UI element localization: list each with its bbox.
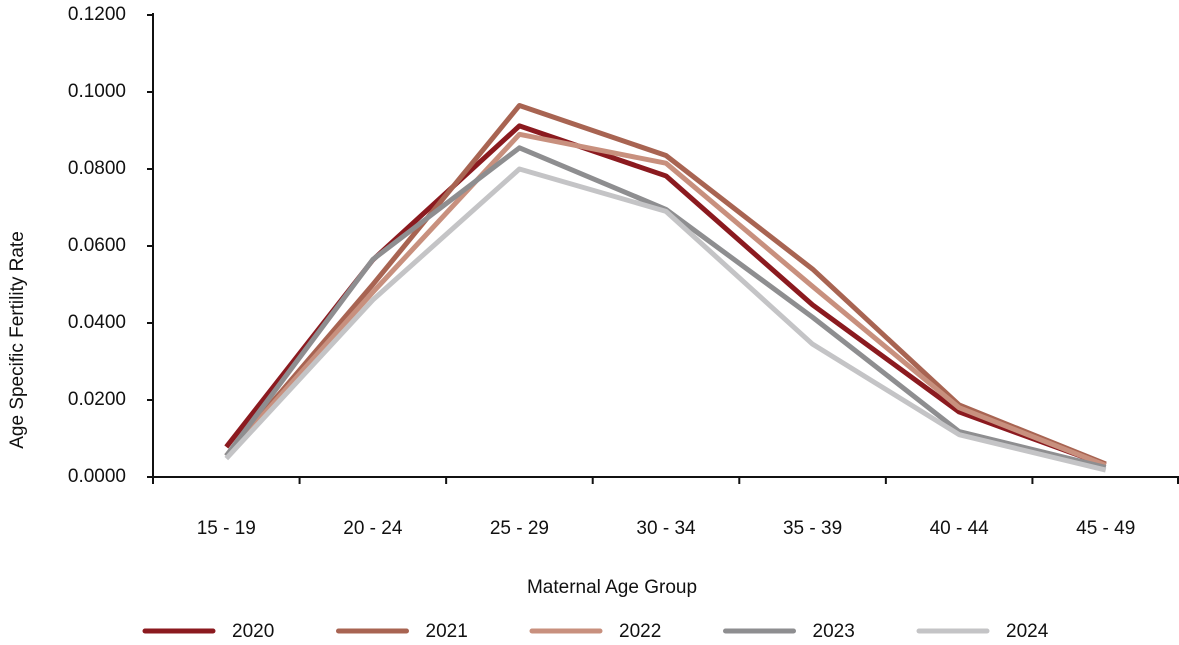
y-tick-label: 0.0400 [68,312,126,333]
y-tick-label: 0.0200 [68,389,126,410]
y-tick-label: 0.0000 [68,466,126,487]
legend-label: 2024 [1006,621,1049,642]
y-axis-label: Age Specific Fertility Rate [7,231,28,449]
legend-label: 2020 [232,621,274,642]
series-line [224,166,1107,473]
x-tick-label: 45 - 49 [1076,518,1135,539]
legend-label: 2022 [619,621,661,642]
x-axis-label: Maternal Age Group [527,577,697,598]
y-tick-label: 0.0600 [68,235,126,256]
x-tick-label: 30 - 34 [636,518,696,539]
y-tick-label: 0.0800 [68,158,126,179]
legend-label: 2021 [426,621,468,642]
y-tick-label: 0.1200 [68,4,126,25]
x-tick-label: 40 - 44 [930,518,990,539]
y-tick-label: 0.1000 [68,81,126,102]
x-tick-label: 35 - 39 [783,518,842,539]
x-tick-label: 25 - 29 [490,518,549,539]
x-tick-label: 20 - 24 [343,518,403,539]
x-tick-label: 15 - 19 [197,518,256,539]
series-line [224,102,1107,467]
legend-label: 2023 [813,621,855,642]
series-line [224,131,1107,468]
